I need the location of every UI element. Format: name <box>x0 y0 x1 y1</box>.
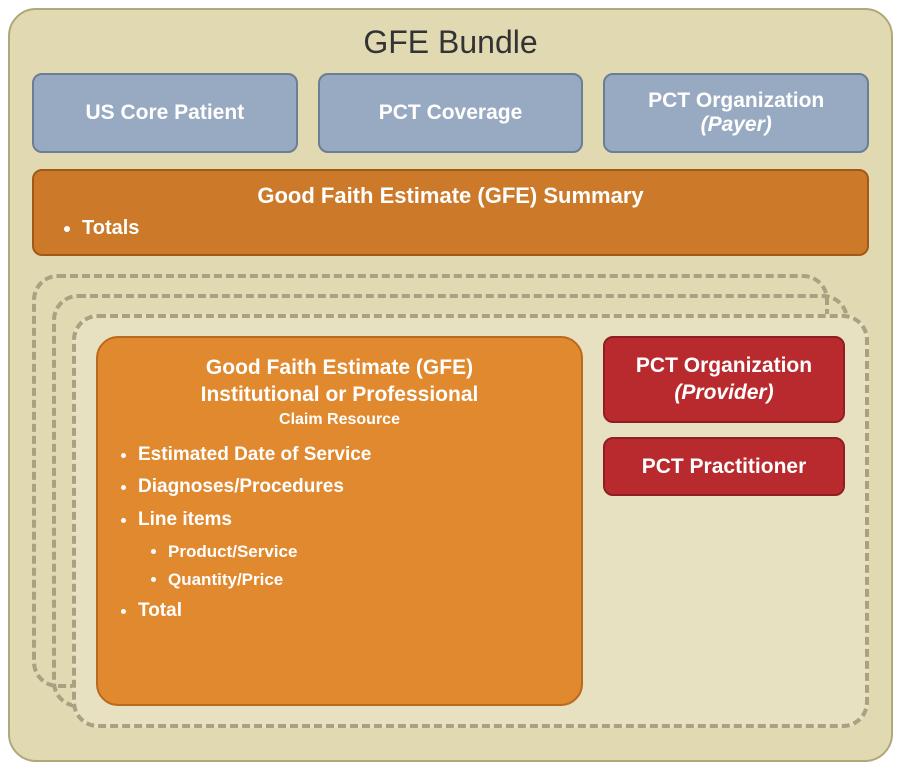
box-sublabel: (Provider) <box>674 381 773 404</box>
right-column: PCT Organization (Provider) PCT Practiti… <box>603 336 845 706</box>
gfe-subitem: Product/Service <box>168 541 567 563</box>
box-us-core-patient: US Core Patient <box>32 73 298 153</box>
summary-list: Totals <box>56 217 845 240</box>
gfe-item-label: Line items <box>138 509 232 530</box>
gfe-title: Good Faith Estimate (GFE) Institutional … <box>112 354 567 409</box>
gfe-subitem-list: Product/Service Quantity/Price <box>138 541 567 591</box>
gfe-item: Diagnoses/Procedures <box>138 475 567 500</box>
box-label: US Core Patient <box>42 101 288 125</box>
gfe-item-list: Estimated Date of Service Diagnoses/Proc… <box>112 443 567 624</box>
gfe-bundle-container: GFE Bundle US Core Patient PCT Coverage … <box>8 8 893 762</box>
box-label: PCT Organization <box>636 354 812 377</box>
gfe-item: Total <box>138 599 567 624</box>
gfe-title-line2: Institutional or Professional <box>201 383 479 406</box>
box-label: PCT Coverage <box>328 101 574 125</box>
box-label: PCT Organization <box>613 89 859 113</box>
gfe-item: Estimated Date of Service <box>138 443 567 468</box>
dashed-stack: Good Faith Estimate (GFE) Institutional … <box>32 274 869 728</box>
box-label: PCT Practitioner <box>642 455 807 478</box>
box-pct-organization-provider: PCT Organization (Provider) <box>603 336 845 423</box>
box-pct-coverage: PCT Coverage <box>318 73 584 153</box>
gfe-item: Line items Product/Service Quantity/Pric… <box>138 508 567 591</box>
gfe-subitem: Quantity/Price <box>168 569 567 591</box>
box-pct-organization-payer: PCT Organization (Payer) <box>603 73 869 153</box>
bundle-title: GFE Bundle <box>32 24 869 61</box>
gfe-subtitle: Claim Resource <box>112 411 567 429</box>
summary-item: Totals <box>82 217 845 240</box>
box-sublabel: (Payer) <box>613 113 859 137</box>
summary-title: Good Faith Estimate (GFE) Summary <box>56 183 845 209</box>
gfe-title-line1: Good Faith Estimate (GFE) <box>206 356 473 379</box>
box-pct-practitioner: PCT Practitioner <box>603 437 845 496</box>
dashed-layer-1: Good Faith Estimate (GFE) Institutional … <box>72 314 869 728</box>
top-row: US Core Patient PCT Coverage PCT Organiz… <box>32 73 869 153</box>
gfe-summary-box: Good Faith Estimate (GFE) Summary Totals <box>32 169 869 256</box>
gfe-detail-box: Good Faith Estimate (GFE) Institutional … <box>96 336 583 706</box>
